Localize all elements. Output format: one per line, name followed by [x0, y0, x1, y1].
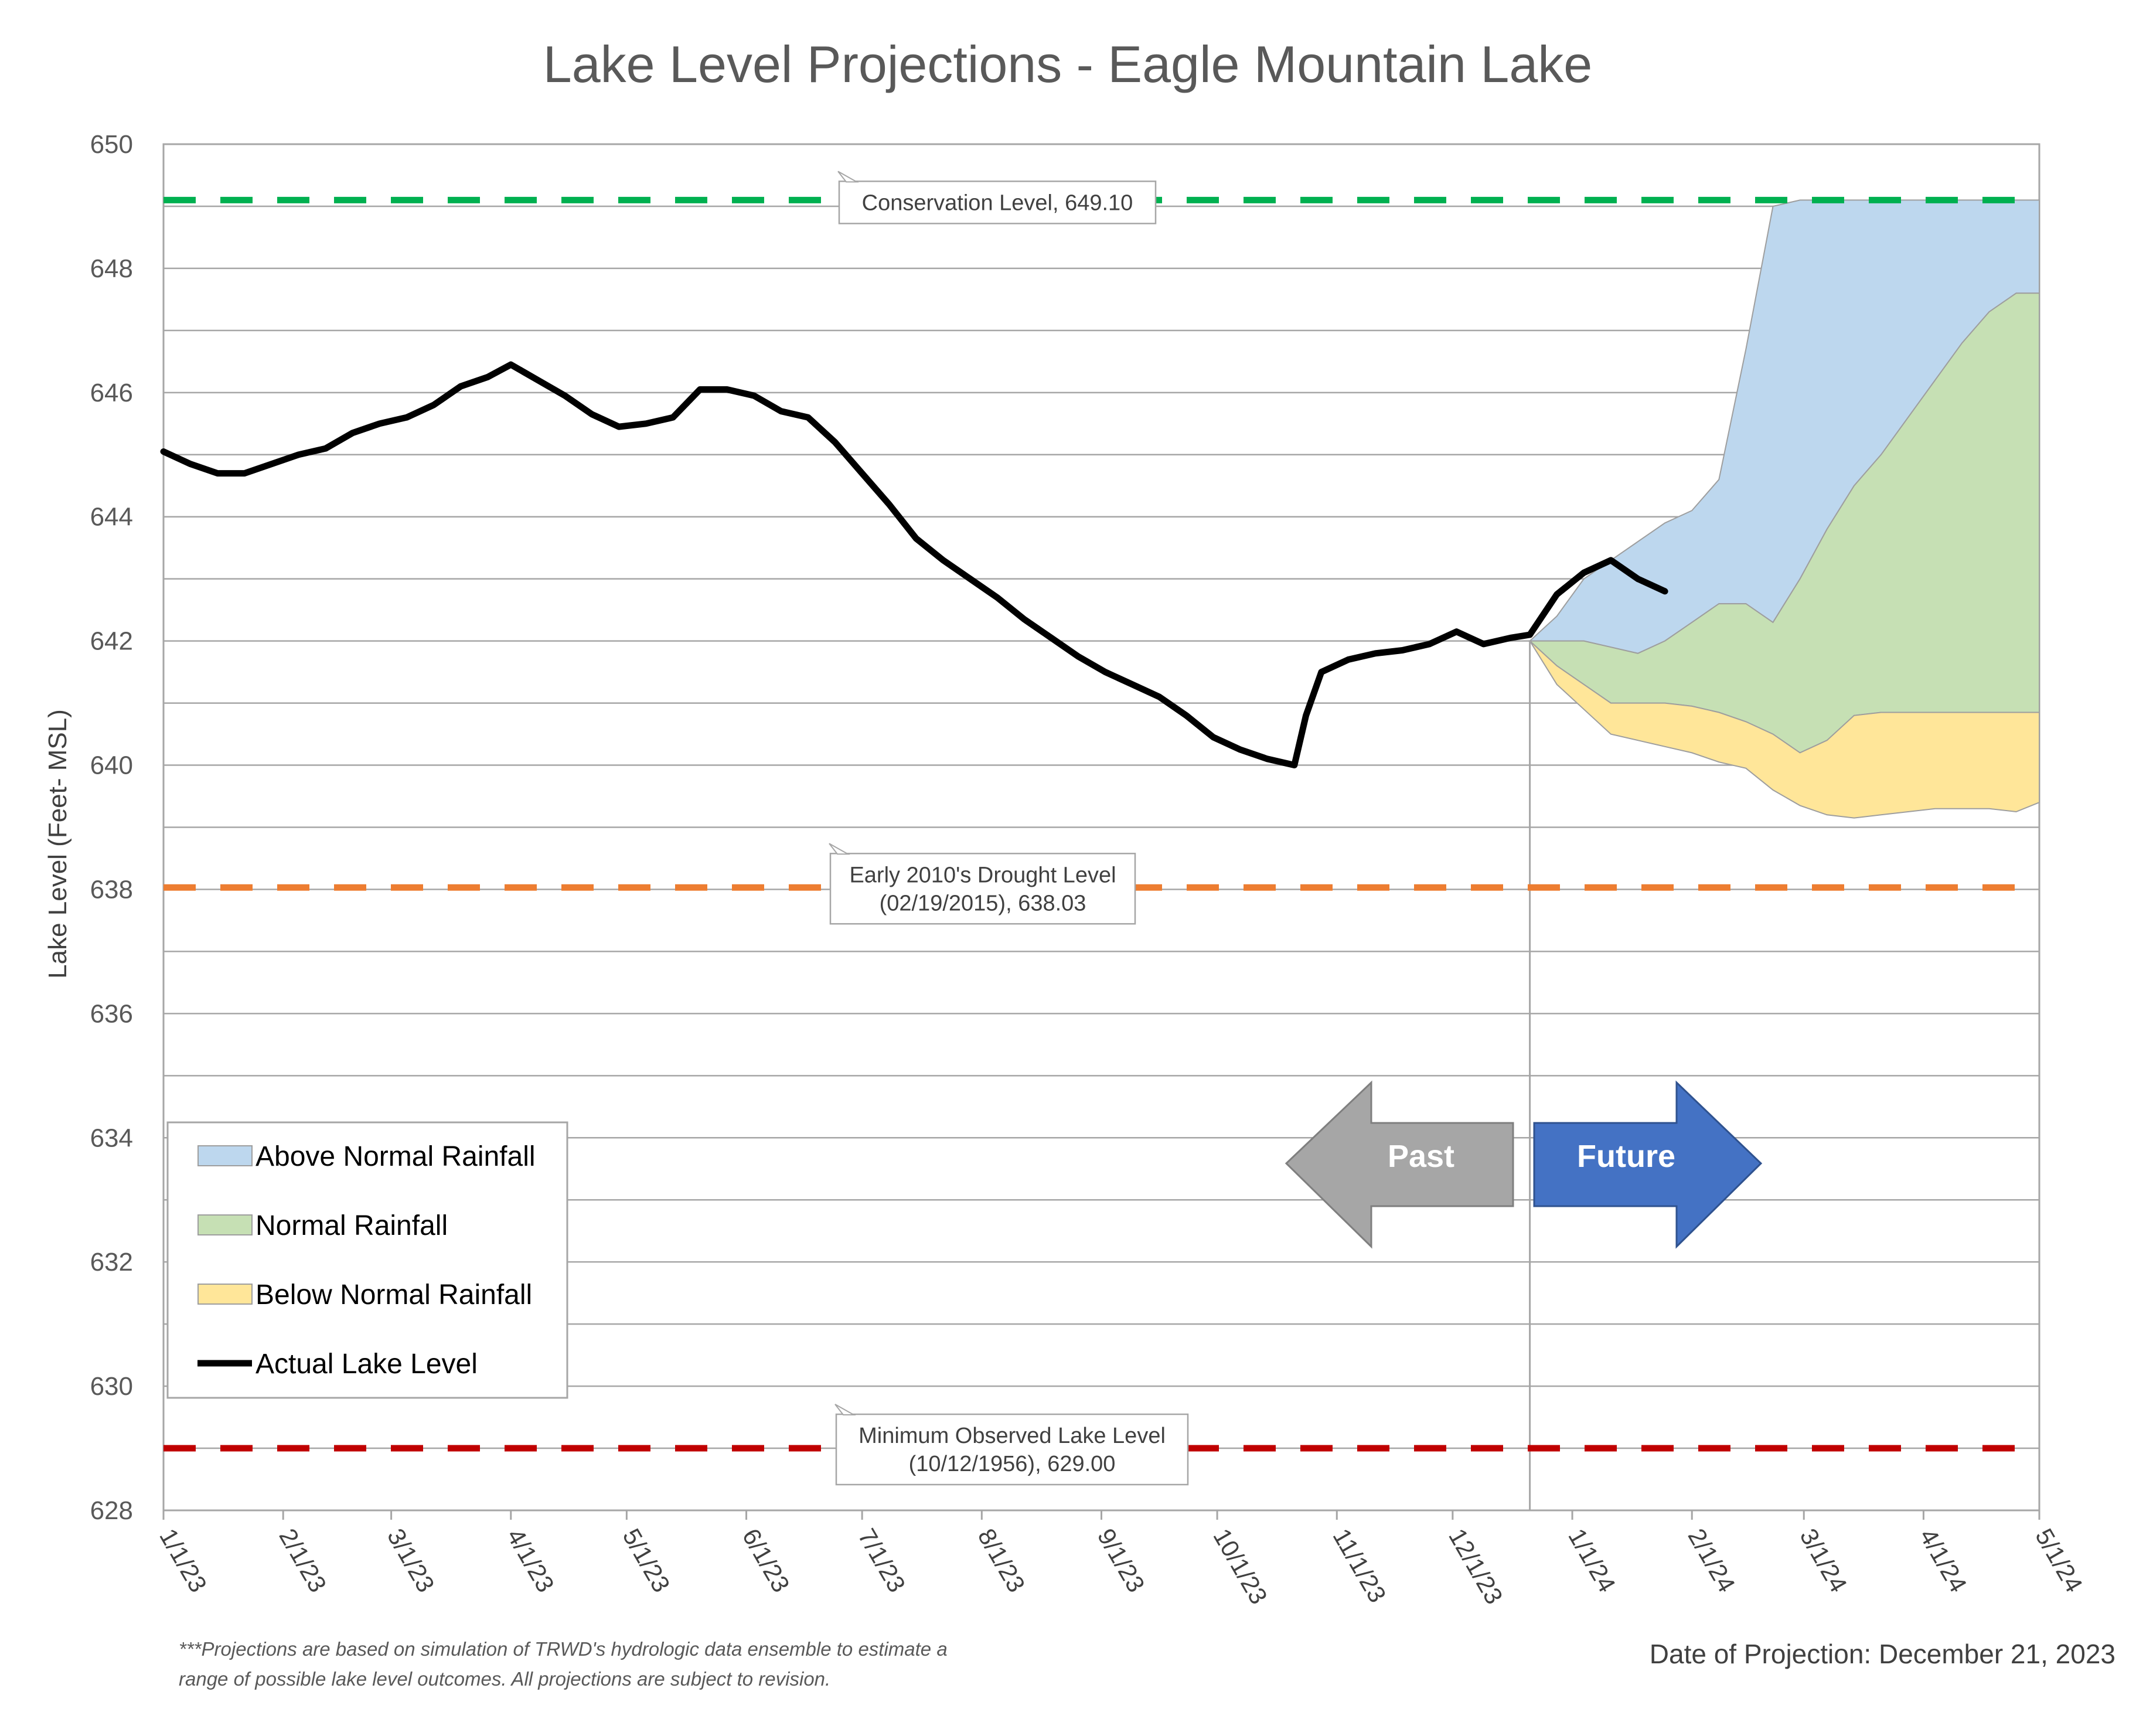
drought-callout-pointer	[829, 843, 850, 855]
y-tick-label: 640	[90, 751, 133, 780]
conservation-callout-text: Conservation Level, 649.10	[862, 190, 1133, 215]
past-arrow-label: Past	[1388, 1139, 1454, 1174]
future-arrow-shape	[1533, 1080, 1763, 1249]
minimum-callout-text: Minimum Observed Lake Level	[859, 1424, 1166, 1448]
conservation-callout-pointer	[837, 171, 859, 183]
drought-callout-text: (02/19/2015), 638.03	[880, 891, 1086, 915]
projection-date: Date of Projection: December 21, 2023	[1650, 1639, 2115, 1669]
legend-label: Below Normal Rainfall	[255, 1279, 532, 1310]
y-tick-label: 644	[90, 503, 133, 532]
footnote-line-2: range of possible lake level outcomes. A…	[179, 1668, 830, 1690]
y-tick-label: 646	[90, 379, 133, 407]
chart-title: Lake Level Projections - Eagle Mountain …	[543, 35, 1592, 93]
band-below-normal-rainfall	[1529, 640, 2040, 819]
drought-callout-box	[829, 853, 1136, 925]
y-tick-label: 636	[90, 999, 133, 1028]
minimum-callout: Minimum Observed Lake Level (10/12/1956),…	[834, 1404, 1189, 1486]
y-tick-label: 632	[90, 1248, 133, 1277]
legend-swatch	[197, 1284, 253, 1305]
legend-swatch	[197, 1145, 253, 1166]
y-tick-label: 630	[90, 1372, 133, 1401]
drought-callout-text: Early 2010's Drought Level	[849, 863, 1116, 887]
actual-lake-level-line	[160, 361, 1668, 768]
y-tick-label: 648	[90, 254, 133, 283]
minimum-callout-box	[835, 1413, 1189, 1486]
legend-label: Above Normal Rainfall	[255, 1141, 536, 1172]
footnote-line-1: ***Projections are based on simulation o…	[179, 1638, 948, 1660]
y-tick-label: 650	[90, 130, 133, 159]
future-arrow: Future	[1533, 1080, 1763, 1249]
legend-swatch	[197, 1214, 253, 1235]
conservation-callout-box	[838, 181, 1157, 224]
minimum-callout-pointer	[834, 1404, 856, 1416]
y-axis-label: Lake Level (Feet- MSL)	[43, 709, 72, 979]
future-arrow-label: Future	[1577, 1139, 1675, 1174]
y-tick-label: 628	[90, 1496, 133, 1525]
y-tick-label: 638	[90, 875, 133, 904]
past-arrow: Past	[1285, 1080, 1514, 1249]
overlay-layer: Conservation Level, 649.10 Early 2010's D…	[166, 171, 1763, 1486]
minimum-callout-text: (10/12/1956), 629.00	[909, 1452, 1116, 1476]
y-tick-label: 642	[90, 627, 133, 656]
drought-callout: Early 2010's Drought Level (02/19/2015), …	[829, 843, 1136, 925]
legend-label: Actual Lake Level	[255, 1349, 478, 1380]
legend-box	[166, 1121, 568, 1399]
conservation-callout: Conservation Level, 649.10	[837, 171, 1157, 224]
y-tick-label: 634	[90, 1124, 133, 1152]
legend-label: Normal Rainfall	[255, 1210, 448, 1241]
legend: Above Normal Rainfall Normal Rainfall Belo…	[166, 1121, 568, 1399]
past-arrow-shape	[1285, 1080, 1514, 1249]
